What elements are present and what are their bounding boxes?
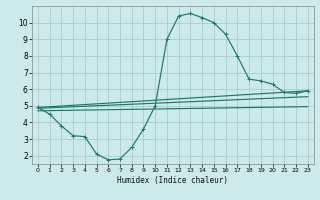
X-axis label: Humidex (Indice chaleur): Humidex (Indice chaleur): [117, 176, 228, 185]
